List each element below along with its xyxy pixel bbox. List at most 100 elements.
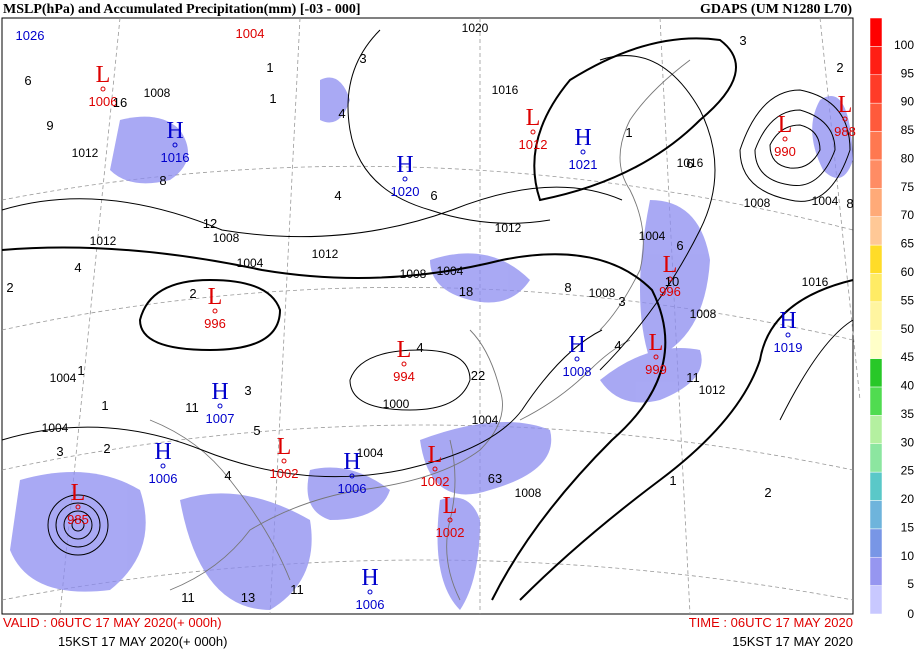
colorbar-box bbox=[869, 216, 883, 246]
valid-kst: 15KST 17 MAY 2020(+ 000h) bbox=[58, 634, 227, 649]
colorbar-box bbox=[869, 358, 883, 388]
isobar-label: 1004 bbox=[50, 371, 77, 385]
colorbar-label: 20 bbox=[901, 492, 915, 506]
colorbar-box bbox=[869, 471, 883, 501]
isobar-label: 1016 bbox=[802, 275, 829, 289]
contour-value: 3 bbox=[739, 33, 746, 48]
center-pressure: 1021 bbox=[569, 157, 598, 172]
center-pressure: 985 bbox=[67, 512, 89, 527]
center-pressure: 1012 bbox=[519, 137, 548, 152]
colorbar-label: 15 bbox=[901, 520, 915, 534]
isobar-label: 1008 bbox=[589, 286, 616, 300]
center-dot bbox=[402, 176, 408, 182]
center-pressure: 994 bbox=[393, 369, 415, 384]
colorbar-box bbox=[869, 500, 883, 530]
contour-value: 2 bbox=[189, 286, 196, 301]
center-pressure: 1016 bbox=[161, 150, 190, 165]
center-symbol: H bbox=[361, 565, 378, 591]
center-dot bbox=[349, 473, 355, 479]
init-kst: 15KST 17 MAY 2020 bbox=[732, 634, 853, 649]
colorbar-label: 50 bbox=[901, 322, 915, 336]
center-symbol: L bbox=[663, 252, 678, 278]
isobar-label: 1012 bbox=[72, 146, 99, 160]
colorbar-box bbox=[869, 329, 883, 359]
center-dot bbox=[100, 86, 106, 92]
isobar-label: 1008 bbox=[690, 307, 717, 321]
colorbar-box bbox=[869, 244, 883, 274]
colorbar-label: 5 bbox=[907, 577, 914, 591]
colorbar-box bbox=[869, 102, 883, 132]
map-title: MSLP(hPa) and Accumulated Precipitation(… bbox=[3, 2, 360, 17]
center-dot bbox=[281, 458, 287, 464]
isobar-label: 1008 bbox=[515, 486, 542, 500]
contour-value: 3 bbox=[244, 383, 251, 398]
colorbar-box bbox=[869, 528, 883, 558]
center-dot bbox=[447, 517, 453, 523]
contour-value: 1 bbox=[101, 398, 108, 413]
contour-value: 8 bbox=[159, 173, 166, 188]
coastlines bbox=[149, 59, 691, 601]
contour-value: 11 bbox=[290, 582, 304, 597]
colorbar-label: 0 bbox=[907, 607, 914, 621]
colorbar-box bbox=[869, 585, 883, 615]
center-pressure: 1002 bbox=[421, 474, 450, 489]
center-dot bbox=[653, 354, 659, 360]
contour-value: 6 bbox=[686, 156, 693, 171]
center-pressure: 996 bbox=[659, 284, 681, 299]
contour-value: 3 bbox=[618, 294, 625, 309]
center-pressure: 1008 bbox=[563, 364, 592, 379]
precipitation bbox=[10, 77, 853, 610]
isobar-label: 1012 bbox=[699, 383, 726, 397]
center-pressure: 999 bbox=[645, 362, 667, 377]
colorbar-label: 95 bbox=[901, 66, 915, 80]
colorbar-box bbox=[869, 273, 883, 303]
colorbar-label: 10 bbox=[901, 549, 915, 563]
center-pressure: 1019 bbox=[774, 340, 803, 355]
contour-value: 1 bbox=[269, 91, 276, 106]
center-dot bbox=[217, 403, 223, 409]
isobar-label: 1008 bbox=[744, 196, 771, 210]
center-pressure: 1026 bbox=[16, 28, 45, 43]
center-symbol: L bbox=[397, 337, 412, 363]
contour-value: 11 bbox=[185, 400, 199, 415]
contour-value: 1 bbox=[669, 473, 676, 488]
center-symbol: L bbox=[96, 62, 111, 88]
center-pressure: 1004 bbox=[236, 26, 265, 41]
contour-value: 63 bbox=[488, 471, 502, 486]
isobar-label: 1004 bbox=[357, 446, 384, 460]
colorbar-box bbox=[869, 17, 883, 47]
contour-value: 9 bbox=[46, 118, 53, 133]
center-symbol: H bbox=[574, 125, 591, 151]
isobar-label: 1020 bbox=[462, 21, 489, 35]
contour-value: 5 bbox=[253, 423, 260, 438]
contour-value: 10 bbox=[665, 274, 679, 289]
contour-value: 11 bbox=[686, 370, 700, 385]
center-symbol: L bbox=[526, 105, 541, 131]
isobar-label: 1004 bbox=[639, 229, 666, 243]
colorbar-box bbox=[869, 74, 883, 104]
contour-value: 12 bbox=[203, 216, 217, 231]
map-area bbox=[1, 17, 861, 615]
colorbar-label: 100 bbox=[894, 38, 914, 52]
isobar-label: 1012 bbox=[90, 234, 117, 248]
isobar-label: 1008 bbox=[144, 86, 171, 100]
contour-value: 3 bbox=[56, 444, 63, 459]
center-pressure: 1007 bbox=[206, 411, 235, 426]
isobars bbox=[1, 29, 854, 601]
contour-value: 2 bbox=[836, 60, 843, 75]
contour-value: 4 bbox=[74, 260, 81, 275]
center-dot bbox=[842, 116, 848, 122]
colorbar-label: 25 bbox=[901, 464, 915, 478]
contour-value: 2 bbox=[6, 280, 13, 295]
center-pressure: 1002 bbox=[270, 466, 299, 481]
center-symbol: H bbox=[154, 439, 171, 465]
center-symbol: L bbox=[277, 434, 292, 460]
isobar-label: 1004 bbox=[237, 256, 264, 270]
center-symbol: L bbox=[443, 493, 458, 519]
colorbar-label: 40 bbox=[901, 379, 915, 393]
center-pressure: 1006 bbox=[149, 471, 178, 486]
init-time: TIME : 06UTC 17 MAY 2020 bbox=[689, 615, 853, 630]
contour-value: 1 bbox=[625, 125, 632, 140]
contour-value: 4 bbox=[416, 340, 423, 355]
